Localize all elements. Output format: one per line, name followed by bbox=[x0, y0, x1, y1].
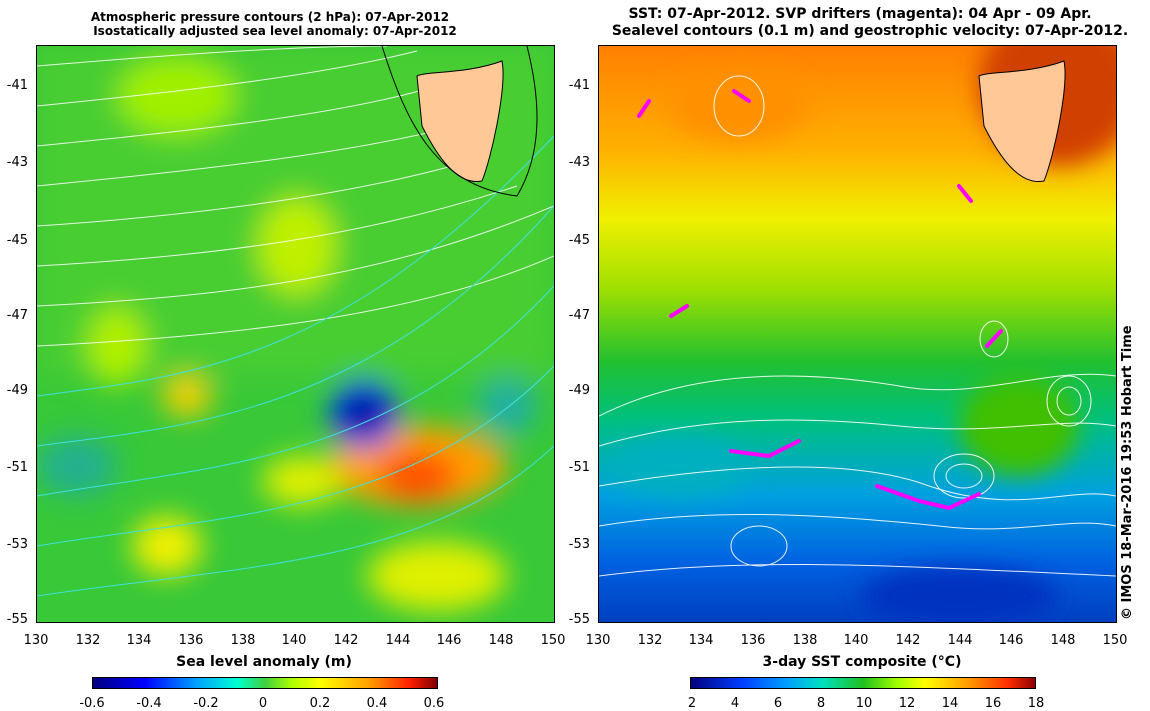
left-y-tick: -45 bbox=[6, 233, 28, 248]
right-x-tick: 140 bbox=[843, 633, 869, 648]
right-colorbar-title: 3-day SST composite (°C) bbox=[762, 654, 962, 670]
sst-map[interactable] bbox=[598, 45, 1117, 623]
left-y-tick: -51 bbox=[6, 460, 28, 475]
right-title-line1: SST: 07-Apr-2012. SVP drifters (magenta)… bbox=[628, 6, 1092, 22]
sea-level-anomaly-map[interactable] bbox=[36, 45, 555, 623]
left-title-line1: Atmospheric pressure contours (2 hPa): 0… bbox=[90, 10, 450, 24]
left-y-tick: -47 bbox=[6, 308, 28, 323]
left-x-tick: 146 bbox=[436, 633, 462, 648]
left-y-tick: -41 bbox=[6, 78, 28, 93]
right-x-tick: 130 bbox=[585, 633, 611, 648]
right-x-tick: 134 bbox=[688, 633, 714, 648]
right-colorbar-tick: 8 bbox=[816, 696, 826, 711]
right-colorbar-tick: 12 bbox=[898, 696, 916, 711]
right-colorbar-tick: 6 bbox=[773, 696, 783, 711]
left-x-tick: 134 bbox=[126, 633, 152, 648]
right-colorbar-tick: 18 bbox=[1027, 696, 1045, 711]
right-x-tick: 150 bbox=[1102, 633, 1128, 648]
right-y-tick: -45 bbox=[568, 233, 590, 248]
left-x-tick: 136 bbox=[178, 633, 204, 648]
sea-level-anomaly-plot bbox=[37, 46, 554, 622]
imos-credit: © IMOS 18-Mar-2016 19:53 Hobart Time bbox=[1120, 325, 1135, 620]
left-colorbar-tick: -0.6 bbox=[79, 696, 105, 711]
right-y-tick: -55 bbox=[568, 612, 590, 627]
right-colorbar-tick: 16 bbox=[984, 696, 1002, 711]
right-colorbar-tick: 10 bbox=[855, 696, 873, 711]
right-y-tick: -41 bbox=[568, 78, 590, 93]
left-y-tick: -49 bbox=[6, 383, 28, 398]
left-y-tick: -43 bbox=[6, 155, 28, 170]
left-x-tick: 148 bbox=[488, 633, 514, 648]
right-y-tick: -49 bbox=[568, 383, 590, 398]
right-x-tick: 142 bbox=[895, 633, 921, 648]
left-x-tick: 144 bbox=[385, 633, 411, 648]
right-y-tick: -51 bbox=[568, 460, 590, 475]
left-x-tick: 142 bbox=[333, 633, 359, 648]
svp-drifter-tracks bbox=[637, 89, 1003, 511]
left-colorbar-tick: 0 bbox=[258, 696, 268, 711]
left-y-tick: -55 bbox=[6, 612, 28, 627]
left-colorbar-tick: 0.4 bbox=[366, 696, 388, 711]
sst-colorbar bbox=[690, 677, 1036, 689]
left-colorbar-title: Sea level anomaly (m) bbox=[176, 654, 352, 670]
left-title-line2: Isostatically adjusted sea level anomaly… bbox=[93, 24, 457, 38]
left-x-tick: 130 bbox=[23, 633, 49, 648]
sst-plot bbox=[599, 46, 1116, 622]
left-x-tick: 138 bbox=[230, 633, 256, 648]
pressure-contours-cyan bbox=[37, 135, 554, 597]
right-x-tick: 138 bbox=[792, 633, 818, 648]
left-colorbar-tick: 0.2 bbox=[309, 696, 331, 711]
right-x-tick: 148 bbox=[1050, 633, 1076, 648]
sea-level-anomaly-colorbar bbox=[92, 677, 438, 689]
pressure-contours bbox=[37, 46, 554, 347]
right-y-tick: -43 bbox=[568, 155, 590, 170]
right-x-tick: 144 bbox=[947, 633, 973, 648]
left-x-tick: 140 bbox=[281, 633, 307, 648]
right-x-tick: 146 bbox=[998, 633, 1024, 648]
left-x-tick: 132 bbox=[75, 633, 101, 648]
right-x-tick: 132 bbox=[637, 633, 663, 648]
sealevel-contours bbox=[599, 75, 1116, 577]
right-colorbar-tick: 2 bbox=[687, 696, 697, 711]
left-x-tick: 150 bbox=[540, 633, 566, 648]
left-colorbar-tick: -0.2 bbox=[193, 696, 219, 711]
right-y-tick: -53 bbox=[568, 537, 590, 552]
right-title-line2: Sealevel contours (0.1 m) and geostrophi… bbox=[611, 23, 1129, 39]
left-colorbar-tick: -0.4 bbox=[136, 696, 162, 711]
tasmania-land bbox=[416, 60, 504, 182]
tasmania-land bbox=[978, 60, 1066, 182]
right-y-tick: -47 bbox=[568, 308, 590, 323]
left-y-tick: -53 bbox=[6, 537, 28, 552]
left-colorbar-tick: 0.6 bbox=[423, 696, 445, 711]
right-x-tick: 136 bbox=[740, 633, 766, 648]
right-colorbar-tick: 14 bbox=[941, 696, 959, 711]
right-colorbar-tick: 4 bbox=[730, 696, 740, 711]
